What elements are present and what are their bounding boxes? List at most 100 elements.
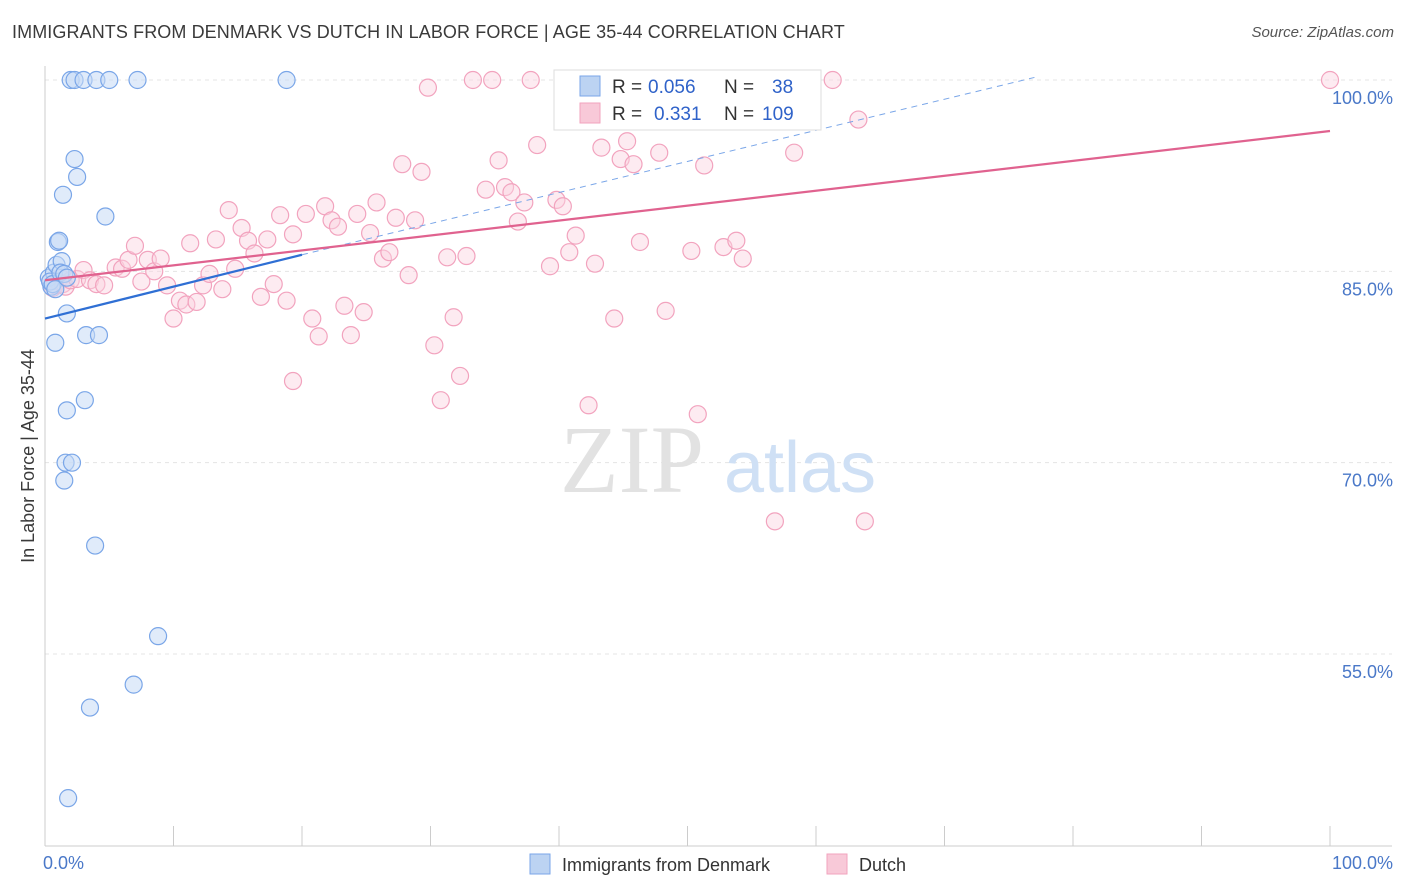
data-point xyxy=(1320,70,1340,90)
data-point xyxy=(785,143,804,162)
data-point xyxy=(277,70,296,90)
data-point xyxy=(540,257,560,276)
x-tick-label: 100.0% xyxy=(1332,853,1393,873)
data-point xyxy=(682,241,701,261)
stats-r-label: R = xyxy=(612,104,642,125)
data-point xyxy=(187,292,206,312)
data-point xyxy=(75,391,94,410)
y-tick-label: 85.0% xyxy=(1342,279,1393,299)
data-point xyxy=(489,151,508,170)
data-point xyxy=(367,193,386,212)
legend-label-dutch: Dutch xyxy=(859,855,906,875)
data-point xyxy=(733,249,752,268)
grid-lines xyxy=(45,79,1392,655)
stats-box: R = 0.056 N = 38 R = 0.331 N = 109 xyxy=(553,69,822,131)
data-point xyxy=(553,197,572,216)
y-tick-labels: 100.0% 85.0% 70.0% 55.0% xyxy=(1332,88,1393,682)
data-point xyxy=(283,371,303,391)
stats-swatch-denmark xyxy=(579,75,601,97)
data-point xyxy=(605,309,624,328)
legend-swatch-dutch xyxy=(826,853,848,875)
data-point xyxy=(361,223,380,243)
data-point xyxy=(823,70,842,90)
data-point xyxy=(68,167,87,187)
data-point xyxy=(765,512,784,531)
data-point xyxy=(630,232,650,252)
data-point xyxy=(405,211,425,230)
data-point xyxy=(502,183,521,202)
data-point xyxy=(438,248,457,267)
watermark-zip: ZIP xyxy=(560,406,704,513)
stats-n-label: N = xyxy=(724,77,754,98)
data-point xyxy=(46,280,65,299)
data-point xyxy=(412,162,431,181)
data-point xyxy=(277,291,296,310)
legend-label-denmark: Immigrants from Denmark xyxy=(562,855,771,875)
trend-line-denmark xyxy=(44,253,303,320)
data-point xyxy=(508,212,527,231)
data-point xyxy=(89,326,109,345)
x-tick-label: 0.0% xyxy=(43,853,84,873)
data-point xyxy=(335,296,354,315)
watermark: ZIP atlas xyxy=(560,406,876,513)
data-point xyxy=(444,308,463,327)
data-point xyxy=(80,698,100,717)
trend-lines xyxy=(44,76,1331,320)
data-point xyxy=(57,401,76,420)
data-point xyxy=(124,675,143,694)
series-denmark-points xyxy=(39,70,296,808)
data-point xyxy=(386,208,405,227)
data-point xyxy=(341,326,360,345)
data-point xyxy=(579,396,598,415)
data-point xyxy=(483,70,502,90)
stats-n-value: 109 xyxy=(762,104,794,125)
data-point xyxy=(125,236,145,255)
data-point xyxy=(157,276,177,295)
data-point xyxy=(348,204,367,224)
data-point xyxy=(431,391,450,410)
data-point xyxy=(425,336,444,355)
chart-title: IMMIGRANTS FROM DENMARK VS DUTCH IN LABO… xyxy=(12,22,845,42)
data-point xyxy=(213,280,232,299)
data-point xyxy=(181,234,200,253)
data-point xyxy=(86,536,105,555)
data-point xyxy=(463,70,483,90)
trend-line-denmark-extension xyxy=(301,76,1035,256)
data-point xyxy=(849,110,868,129)
data-point xyxy=(585,254,605,273)
data-point xyxy=(727,231,746,250)
data-point xyxy=(53,185,73,204)
data-point xyxy=(650,143,669,162)
data-point xyxy=(399,266,418,285)
data-point xyxy=(476,180,495,199)
data-point xyxy=(46,333,65,352)
data-point xyxy=(62,453,82,472)
data-point xyxy=(148,627,168,646)
data-point xyxy=(219,201,238,220)
stats-n-value: 38 xyxy=(772,77,793,98)
data-point xyxy=(132,272,151,291)
axes xyxy=(44,66,1392,847)
chart-source: Source: ZipAtlas.com xyxy=(1251,24,1394,41)
data-point xyxy=(380,243,399,262)
data-point xyxy=(566,226,585,245)
data-point xyxy=(96,207,115,226)
data-point xyxy=(328,217,348,236)
data-point xyxy=(264,274,283,294)
data-point xyxy=(55,471,74,490)
data-point xyxy=(592,138,611,157)
data-point xyxy=(65,149,84,169)
data-point xyxy=(560,243,579,262)
data-point xyxy=(128,70,147,90)
data-point xyxy=(695,156,714,175)
data-point xyxy=(100,70,119,90)
data-point xyxy=(618,132,637,151)
y-tick-label: 70.0% xyxy=(1342,471,1393,491)
stats-n-label: N = xyxy=(724,104,754,125)
x-tick-labels: 0.0% 100.0% xyxy=(43,853,1393,873)
legend-swatch-denmark xyxy=(529,853,551,875)
data-point xyxy=(418,78,438,97)
legend: Immigrants from Denmark Dutch xyxy=(529,853,906,875)
data-point xyxy=(656,301,675,320)
